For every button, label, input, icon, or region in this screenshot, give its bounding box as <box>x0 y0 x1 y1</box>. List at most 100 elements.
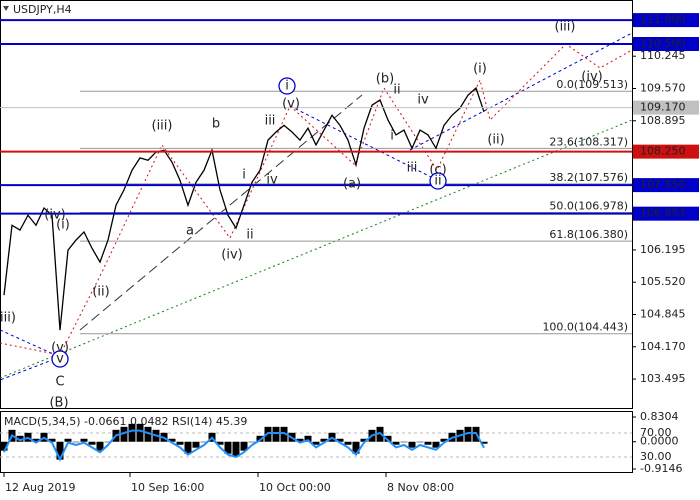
macd-bar <box>232 441 240 457</box>
y2-tick-label: 30.00 <box>640 450 672 463</box>
macd-bar <box>480 441 488 444</box>
macd-bar <box>256 435 264 442</box>
macd-bar <box>240 441 248 451</box>
macd-bar <box>360 438 368 442</box>
rsi-line <box>3 429 485 462</box>
macd-bar <box>224 441 232 454</box>
wave-label: (b) <box>376 72 394 87</box>
level-tag <box>633 178 699 193</box>
macd-bar <box>120 426 128 442</box>
macd-bar <box>56 441 64 460</box>
wave-label: (ii) <box>487 133 504 148</box>
wave-label: i <box>285 79 289 94</box>
y-tick-label: 105.520 <box>640 275 686 288</box>
macd-bar <box>168 438 176 442</box>
macd-bar <box>296 438 304 442</box>
price-line <box>3 86 485 331</box>
wave-label: ii <box>393 83 400 98</box>
wave-label: a <box>186 224 194 239</box>
macd-bar <box>104 441 112 443</box>
macd-bar <box>272 426 280 442</box>
y-tick-label: 110.245 <box>640 49 686 62</box>
level-tag <box>633 100 699 115</box>
fib-label: 0.0(109.513) <box>556 78 628 91</box>
y-tick-label: -0.9146 <box>640 462 682 475</box>
indicator-title: MACD(5,34,5) -0.0661 0.0482 RSI(14) 45.3… <box>4 415 247 428</box>
macd-bar <box>408 441 416 448</box>
y-tick-label: 0.0000 <box>640 435 679 448</box>
wave-label: (iii) <box>152 119 173 134</box>
macd-bar <box>432 441 440 448</box>
fib-label: 50.0(106.978) <box>549 199 628 212</box>
wave-path <box>0 329 62 381</box>
level-label: 108.250 <box>640 145 686 158</box>
wave-label: b <box>212 117 220 132</box>
wave-label: (v) <box>282 97 300 112</box>
level-label: 109.170 <box>640 101 686 114</box>
x-tick-label: 10 Oct 00:00 <box>259 481 331 494</box>
wave-label: ii <box>246 228 253 243</box>
macd-bar <box>32 438 40 442</box>
macd-bar <box>280 426 288 442</box>
y-tick-label: 0.8304 <box>640 410 679 423</box>
macd-bar <box>176 441 184 445</box>
macd-bar <box>304 435 312 442</box>
x-tick-label: 10 Sep 16:00 <box>131 481 204 494</box>
macd-bar <box>440 438 448 442</box>
macd-bar <box>0 441 8 451</box>
wave-label: (i) <box>56 218 70 233</box>
macd-bar <box>312 441 320 445</box>
wave-circle <box>51 350 69 368</box>
macd-bar <box>416 441 424 443</box>
x-tick-label: 12 Aug 2019 <box>5 481 75 494</box>
macd-bar <box>200 441 208 443</box>
wave-label: v <box>56 352 64 367</box>
macd-bar <box>96 441 104 451</box>
level-tag <box>633 13 699 28</box>
macd-bar <box>144 426 152 442</box>
fib-label: 38.2(107.576) <box>549 171 628 184</box>
wave-label: (a) <box>343 177 361 192</box>
y-tick-label: 106.195 <box>640 243 686 256</box>
macd-bar <box>128 423 136 442</box>
wave-label: C <box>55 375 64 390</box>
macd-bar <box>72 441 80 443</box>
wave-label: (ii) <box>92 285 109 300</box>
wave-label: iii <box>265 114 276 129</box>
wave-label: iv <box>266 173 278 188</box>
macd-bar <box>424 441 432 445</box>
macd-bar <box>80 438 88 442</box>
chart-title: USDJPY,H4 <box>13 3 72 16</box>
wave-label: (iv) <box>44 208 65 223</box>
fib-label: 23.6(108.317) <box>549 135 628 148</box>
y-tick-label: 108.895 <box>640 114 686 127</box>
y-tick-label: 109.570 <box>640 81 686 94</box>
macd-bar <box>352 441 360 454</box>
y2-tick-label: 70.00 <box>640 426 672 439</box>
macd-bar <box>48 438 56 442</box>
level-tag <box>633 206 699 221</box>
macd-bar <box>248 441 256 443</box>
wave-circle <box>429 172 447 190</box>
level-tag <box>633 144 699 159</box>
macd-bar <box>136 423 144 442</box>
wave-label: iv <box>417 93 429 108</box>
macd-bar <box>184 441 192 454</box>
macd-bar <box>384 435 392 442</box>
y-tick-label: 104.170 <box>640 340 686 353</box>
wave-label: (iv) <box>581 70 602 85</box>
level-tag <box>633 37 699 52</box>
macd-bar <box>320 438 328 442</box>
macd-bar <box>64 438 72 442</box>
macd-bar <box>88 441 96 445</box>
macd-bar <box>392 441 400 445</box>
wave-label: i <box>390 129 394 144</box>
wave-label: iii) <box>0 311 16 326</box>
symbol-icon <box>3 6 9 11</box>
wave-label: iii <box>407 161 418 176</box>
level-label: 110.500 <box>640 37 686 50</box>
macd-bar <box>400 441 408 443</box>
macd-bar <box>16 435 24 442</box>
x-tick-label: 8 Nov 08:00 <box>387 481 454 494</box>
